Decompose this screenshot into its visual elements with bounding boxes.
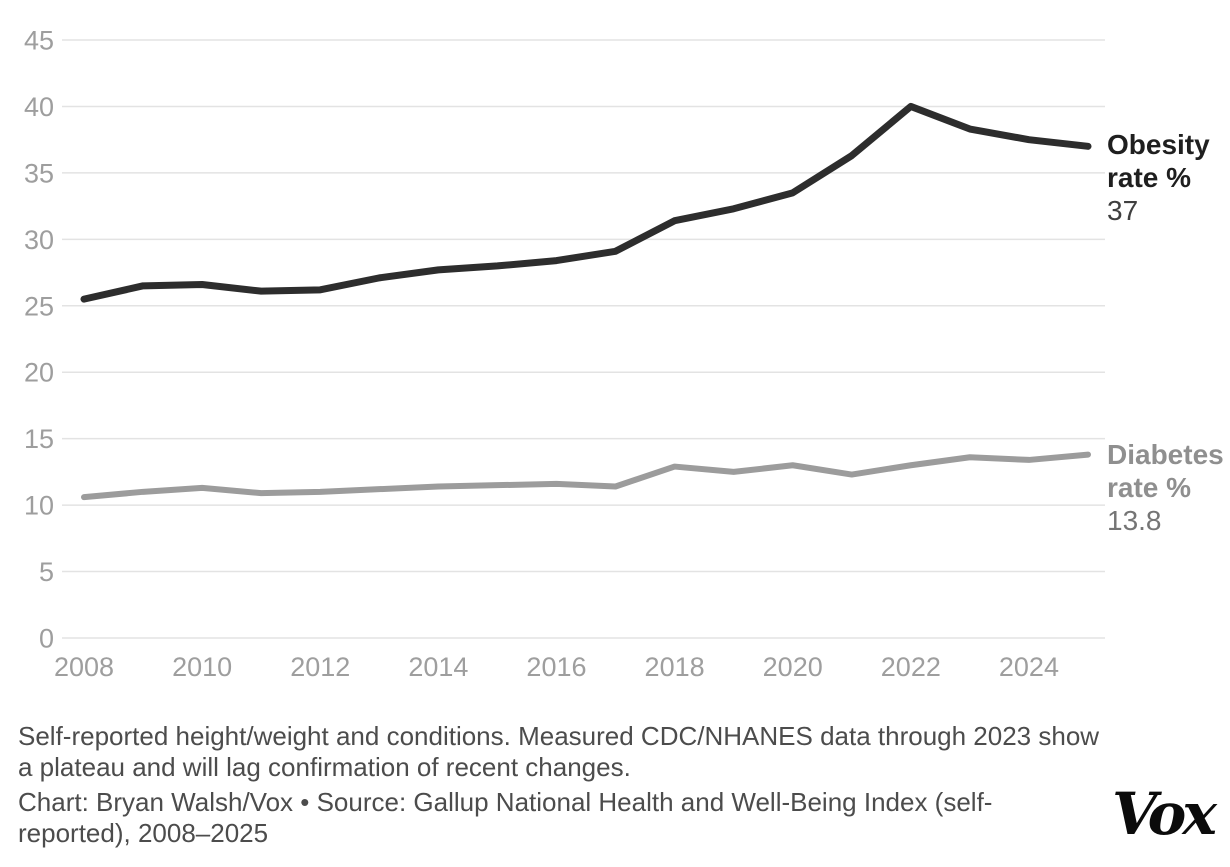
- y-tick-label-45: 45: [24, 26, 54, 56]
- x-tick-label-2024: 2024: [999, 652, 1059, 682]
- series-name-obesity: Obesity rate %: [1107, 129, 1210, 193]
- x-tick-label-2022: 2022: [881, 652, 941, 682]
- x-tick-label-2018: 2018: [645, 652, 705, 682]
- x-tick-label-2016: 2016: [526, 652, 586, 682]
- x-tick-label-2010: 2010: [172, 652, 232, 682]
- y-tick-label-15: 15: [24, 424, 54, 454]
- y-tick-label-30: 30: [24, 225, 54, 255]
- x-tick-label-2008: 2008: [54, 652, 114, 682]
- series-line-obesity: [80, 102, 1092, 303]
- series-end-value-obesity: 37: [1107, 195, 1139, 226]
- chart-note: Self-reported height/weight and conditio…: [18, 721, 1100, 782]
- y-tick-label-10: 10: [24, 491, 54, 521]
- series-name-diabetes: Diabetes rate %: [1107, 439, 1224, 503]
- y-tick-label-35: 35: [24, 158, 54, 188]
- series-label-obesity: Obesity rate % 37: [1107, 128, 1230, 227]
- chart-credit: Chart: Bryan Walsh/Vox • Source: Gallup …: [18, 787, 993, 848]
- y-tick-label-40: 40: [24, 92, 54, 122]
- x-tick-label-2012: 2012: [290, 652, 350, 682]
- line-chart: 0 5 10 15 20 25 30 35 40 45 2008 2010 2012 2014 2016 20…: [24, 26, 1105, 682]
- series-label-diabetes: Diabetes rate % 13.8: [1107, 438, 1230, 537]
- x-tick-label-2014: 2014: [408, 652, 468, 682]
- y-tick-label-5: 5: [39, 557, 54, 587]
- vox-logo: Vox: [1112, 780, 1220, 848]
- y-tick-label-25: 25: [24, 291, 54, 321]
- series-line-diabetes: [81, 451, 1091, 501]
- x-tick-label-2020: 2020: [763, 652, 823, 682]
- y-tick-label-20: 20: [24, 358, 54, 388]
- vox-logo-text: Vox: [1112, 780, 1218, 848]
- series-end-value-diabetes: 13.8: [1107, 505, 1162, 536]
- y-tick-label-0: 0: [39, 624, 54, 654]
